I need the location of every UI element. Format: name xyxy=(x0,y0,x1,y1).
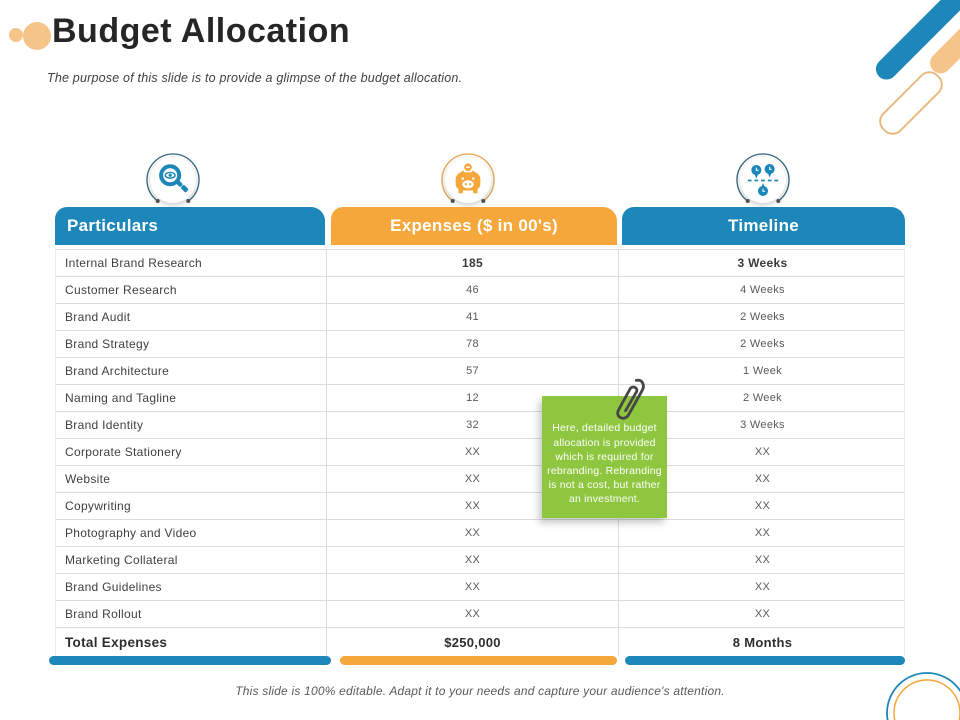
budget-table-body: Internal Brand Research 185 3 Weeks Custome… xyxy=(55,249,905,656)
table-row: Brand Identity 32 3 Weeks xyxy=(56,412,904,439)
piggy-bank-icon xyxy=(445,157,491,203)
row-expense: 185 xyxy=(326,250,618,276)
expenses-icon-group xyxy=(439,151,497,209)
table-row: Brand Rollout XX XX xyxy=(56,601,904,628)
magnifier-eye-icon xyxy=(150,157,196,203)
row-particular: Marketing Collateral xyxy=(65,553,178,567)
row-timeline: XX xyxy=(618,547,906,573)
row-expense: XX xyxy=(326,601,618,627)
column-header-particulars: Particulars xyxy=(55,207,325,245)
total-expense: $250,000 xyxy=(326,628,618,656)
table-row: Copywriting XX XX xyxy=(56,493,904,520)
timeline-icon-group xyxy=(734,151,792,209)
sticky-note: Here, detailed budget allocation is prov… xyxy=(542,396,667,518)
row-expense: XX xyxy=(326,520,618,546)
row-expense: XX xyxy=(326,547,618,573)
row-timeline: XX xyxy=(618,574,906,600)
table-row: Photography and Video XX XX xyxy=(56,520,904,547)
row-timeline: 2 Weeks xyxy=(618,304,906,330)
expenses-underline-bar xyxy=(340,656,617,665)
row-timeline: XX xyxy=(618,601,906,627)
row-timeline: 4 Weeks xyxy=(618,277,906,303)
timeline-pins-icon xyxy=(740,157,786,203)
slide-footer: This slide is 100% editable. Adapt it to… xyxy=(235,684,725,698)
table-row: Brand Strategy 78 2 Weeks xyxy=(56,331,904,358)
particulars-underline-bar xyxy=(49,656,331,665)
row-particular: Photography and Video xyxy=(65,526,197,540)
row-timeline: 2 Weeks xyxy=(618,331,906,357)
table-row: Brand Audit 41 2 Weeks xyxy=(56,304,904,331)
row-particular: Brand Audit xyxy=(65,310,131,324)
row-expense: XX xyxy=(326,466,618,492)
table-row: Customer Research 46 4 Weeks xyxy=(56,277,904,304)
table-row: Corporate Stationery XX XX xyxy=(56,439,904,466)
page-title: Budget Allocation xyxy=(52,12,351,50)
row-particular: Customer Research xyxy=(65,283,177,297)
row-timeline: XX xyxy=(618,520,906,546)
sticky-note-text: Here, detailed budget allocation is prov… xyxy=(547,422,662,506)
row-timeline: 1 Week xyxy=(618,358,906,384)
table-row: Brand Architecture 57 1 Week xyxy=(56,358,904,385)
row-expense: XX xyxy=(326,439,618,465)
total-timeline: 8 Months xyxy=(618,628,906,656)
row-particular: Brand Rollout xyxy=(65,607,142,621)
table-row: Website XX XX xyxy=(56,466,904,493)
row-particular: Brand Strategy xyxy=(65,337,150,351)
arc-decoration xyxy=(441,153,495,203)
row-particular: Naming and Tagline xyxy=(65,391,177,405)
table-total-row: Total Expenses $250,000 8 Months xyxy=(56,628,904,656)
slide-subtitle: The purpose of this slide is to provide … xyxy=(47,71,463,85)
table-row: Internal Brand Research 185 3 Weeks xyxy=(56,250,904,277)
row-particular: Brand Guidelines xyxy=(65,580,162,594)
total-label: Total Expenses xyxy=(65,634,168,650)
row-expense: 41 xyxy=(326,304,618,330)
row-expense: 78 xyxy=(326,331,618,357)
row-particular: Brand Architecture xyxy=(65,364,170,378)
row-particular: Corporate Stationery xyxy=(65,445,182,459)
arc-decoration xyxy=(736,153,790,203)
row-particular: Website xyxy=(65,472,111,486)
timeline-underline-bar xyxy=(625,656,905,665)
column-header-expenses: Expenses ($ in 00's) xyxy=(331,207,617,245)
row-expense: 32 xyxy=(326,412,618,438)
row-expense: XX xyxy=(326,493,618,519)
title-accent-dot-small xyxy=(9,28,23,42)
paperclip-icon xyxy=(616,378,645,420)
row-particular: Copywriting xyxy=(65,499,131,513)
table-row: Marketing Collateral XX XX xyxy=(56,547,904,574)
particulars-icon-group xyxy=(144,151,202,209)
corner-circles-decoration xyxy=(886,672,960,720)
row-expense: 12 xyxy=(326,385,618,411)
row-particular: Brand Identity xyxy=(65,418,144,432)
table-row: Naming and Tagline 12 2 Week xyxy=(56,385,904,412)
table-row: Brand Guidelines XX XX xyxy=(56,574,904,601)
row-timeline: 3 Weeks xyxy=(618,250,906,276)
row-expense: 57 xyxy=(326,358,618,384)
column-header-timeline: Timeline xyxy=(622,207,905,245)
row-particular: Internal Brand Research xyxy=(65,256,202,270)
arc-decoration xyxy=(146,153,200,203)
row-expense: XX xyxy=(326,574,618,600)
title-accent-dot-large xyxy=(23,22,51,50)
row-expense: 46 xyxy=(326,277,618,303)
